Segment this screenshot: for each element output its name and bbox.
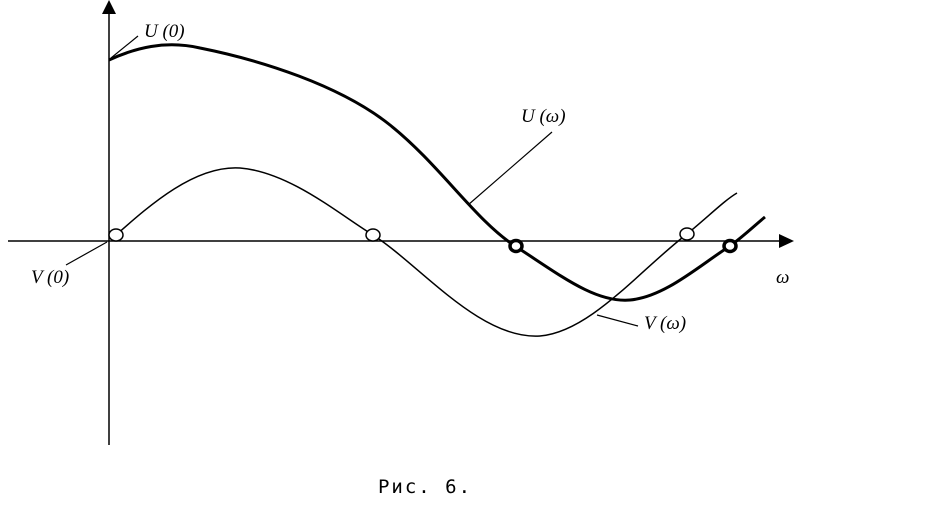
x-arrow	[779, 234, 794, 248]
v-root	[679, 227, 695, 241]
leader	[110, 35, 139, 59]
v-curve	[115, 167, 738, 337]
leaders	[65, 35, 639, 327]
v-root	[365, 228, 381, 242]
u-root	[722, 238, 738, 254]
leader	[65, 241, 108, 266]
roots	[108, 227, 738, 254]
u-curve	[108, 43, 766, 302]
v-root	[108, 228, 124, 242]
leader	[467, 131, 553, 206]
leader	[596, 314, 639, 327]
caption: Рис. 6.	[378, 476, 472, 498]
label-u0: U (0)	[144, 21, 185, 42]
label-v-omega: V (ω)	[644, 313, 686, 334]
axes	[8, 12, 782, 445]
label-axis-x: ω	[776, 267, 789, 288]
y-arrow	[102, 0, 116, 14]
label-v0: V (0)	[31, 267, 69, 288]
label-u-omega: U (ω)	[521, 106, 566, 127]
u-root	[508, 238, 524, 254]
